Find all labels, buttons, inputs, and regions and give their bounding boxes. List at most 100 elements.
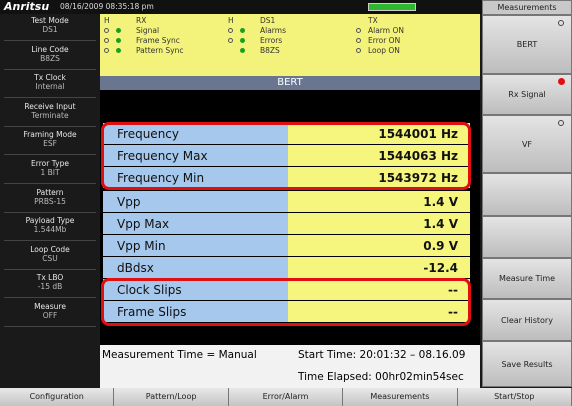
sidebar-label: Framing Mode <box>23 130 77 140</box>
led-off <box>356 28 361 33</box>
sidebar-label: Measure <box>34 302 66 311</box>
sidebar-divider <box>4 40 96 41</box>
brand: Anritsu <box>4 0 50 13</box>
sidebar-value: OFF <box>42 311 58 320</box>
sidebar-label: Tx Clock <box>34 73 66 83</box>
sidebar-divider <box>4 97 96 99</box>
top-bar: Anritsu 08/16/2009 08:35:18 pm <box>0 0 482 14</box>
sidebar-value: B8ZS <box>40 53 60 63</box>
softkey-title: Measurements <box>482 0 572 15</box>
softkey-blank <box>482 216 572 258</box>
menu-button[interactable]: Measurements <box>343 388 458 406</box>
led-on <box>116 48 121 53</box>
indicator <box>558 20 564 26</box>
indicator <box>558 120 564 126</box>
footer-panel: Measurement Time = Manual Start Time: 20… <box>100 345 480 388</box>
led-on <box>240 28 245 33</box>
led-off <box>356 48 361 53</box>
status-item: Signal <box>136 26 160 35</box>
led-off <box>104 48 109 53</box>
sidebar-label: Line Code <box>31 44 69 54</box>
sidebar-label: Pattern <box>36 187 64 197</box>
status-item: B8ZS <box>260 46 280 55</box>
sidebar-label: Loop Code <box>30 244 70 254</box>
sidebar-value: ESF <box>43 139 57 149</box>
menu-button[interactable]: Start/Stop <box>457 388 572 406</box>
sidebar-divider <box>4 154 96 156</box>
status-title: RX <box>136 16 147 25</box>
row-label: Vpp Max <box>103 213 288 235</box>
row-value: 1544063 Hz <box>288 145 470 167</box>
sidebar-label: Error Type <box>31 159 69 168</box>
datetime: 08/16/2009 08:35:18 pm <box>60 2 154 11</box>
sidebar-divider <box>4 68 96 70</box>
status-title: DS1 <box>260 16 276 25</box>
menu-button[interactable]: Pattern/Loop <box>114 388 229 406</box>
sidebar-divider <box>4 211 96 213</box>
led-on <box>240 48 245 53</box>
sidebar-label: Payload Type <box>25 216 75 226</box>
sidebar-label: Test Mode <box>31 16 69 25</box>
panel-title: BERT <box>100 76 480 90</box>
status-header: H <box>228 16 234 25</box>
row-value: 1544001 Hz <box>288 123 470 145</box>
status-item: Pattern Sync <box>136 46 184 55</box>
sidebar-divider <box>4 125 96 127</box>
sidebar-value: Terminate <box>31 110 69 120</box>
row-value: 1.4 V <box>288 191 470 213</box>
led-off <box>228 38 233 43</box>
softkey[interactable]: Save Results <box>482 341 572 387</box>
highlight-box <box>101 278 471 326</box>
sidebar-divider <box>4 183 96 184</box>
row-value: 0.9 V <box>288 235 470 257</box>
sidebar-label: Tx LBO <box>36 273 64 283</box>
measurement-time: Measurement Time = Manual <box>102 349 257 361</box>
status-header: H <box>104 16 110 25</box>
led-off <box>356 38 361 43</box>
status-item: Errors <box>260 36 283 45</box>
row-value: -- <box>288 279 470 301</box>
led-off <box>228 28 233 33</box>
sidebar-label: Receive Input <box>24 101 76 111</box>
highlight-box <box>101 122 471 190</box>
row-label: dBdsx <box>103 257 288 279</box>
led-off <box>104 28 109 33</box>
row-value: 1543972 Hz <box>288 167 470 189</box>
menu-button[interactable]: Error/Alarm <box>228 388 344 406</box>
row-value: 1.4 V <box>288 213 470 235</box>
row-label: Vpp Min <box>103 235 288 257</box>
indicator-on <box>558 78 565 85</box>
led-on <box>116 38 121 43</box>
sidebar-value: PRBS-15 <box>34 196 66 206</box>
row-label: Frame Slips <box>103 301 288 323</box>
softkey[interactable]: Measure Time <box>482 258 572 299</box>
sidebar-value: 1.544Mb <box>33 225 67 235</box>
softkey[interactable]: Rx Signal <box>482 74 572 115</box>
menu-button[interactable]: Configuration <box>0 388 115 406</box>
row-label: Frequency <box>103 123 288 145</box>
sidebar-divider <box>4 297 96 299</box>
elapsed-time: Time Elapsed: 00hr02min54sec <box>298 371 464 383</box>
softkey[interactable]: VF <box>482 115 572 173</box>
softkey-blank <box>482 173 572 216</box>
row-value: -- <box>288 301 470 323</box>
sidebar-divider <box>4 240 96 242</box>
softkey[interactable]: BERT <box>482 15 572 74</box>
led-off <box>104 38 109 43</box>
start-time: Start Time: 20:01:32 – 08.16.09 <box>298 349 466 361</box>
battery <box>368 3 416 11</box>
sidebar-value: DS1 <box>42 25 58 34</box>
row-value: -12.4 <box>288 257 470 279</box>
status-item: Frame Sync <box>136 36 180 45</box>
status-item: Loop ON <box>368 46 400 55</box>
led-on <box>116 28 121 33</box>
softkey[interactable]: Clear History <box>482 299 572 341</box>
sidebar-divider <box>4 268 96 270</box>
status-panel <box>100 14 480 76</box>
status-item: Error ON <box>368 36 401 45</box>
row-label: Vpp <box>103 191 288 213</box>
sidebar-value: CSU <box>42 253 58 263</box>
sidebar-divider <box>4 326 96 327</box>
sidebar-value: Internal <box>35 82 65 92</box>
